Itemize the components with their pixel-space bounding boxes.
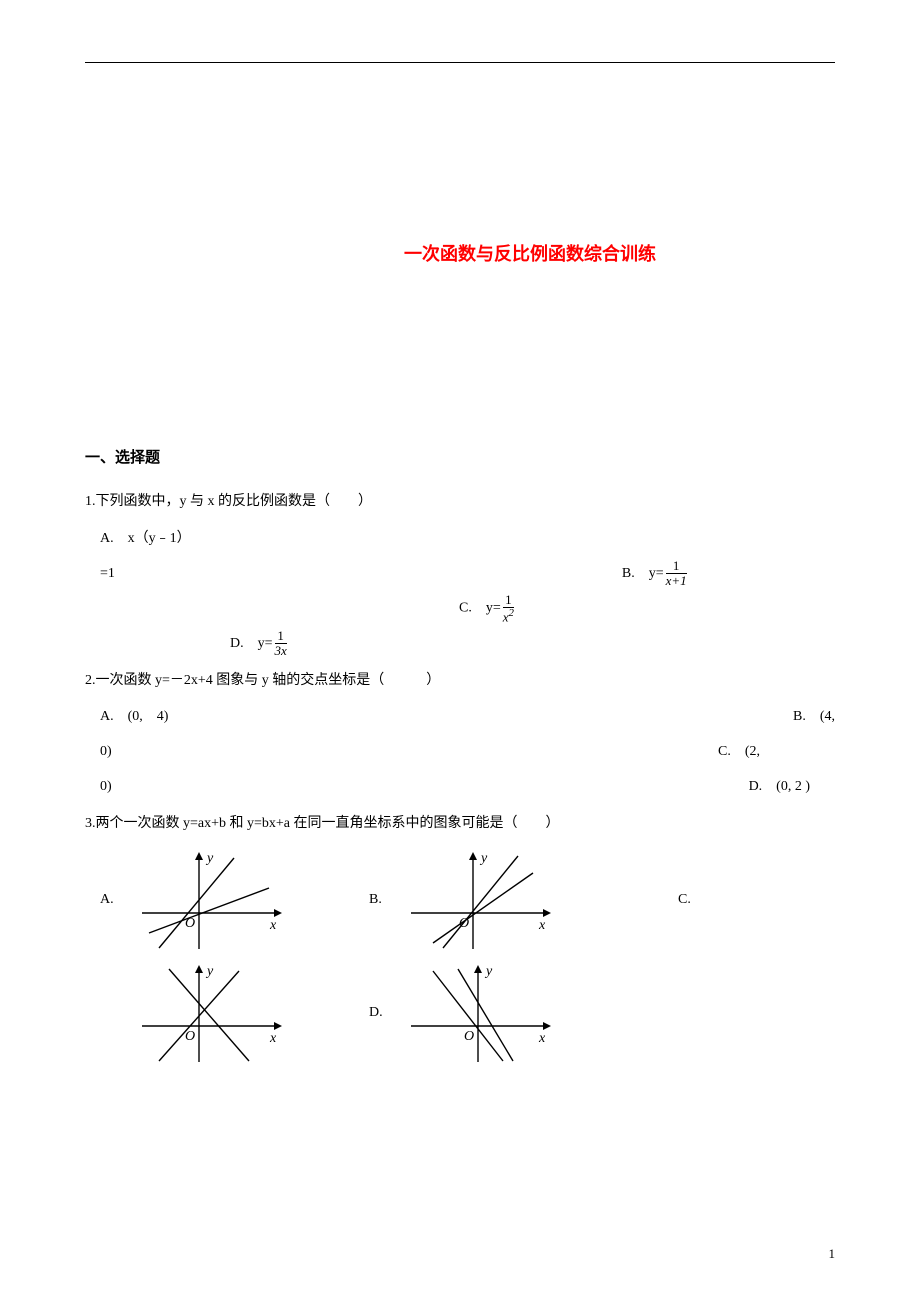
q1-option-a-b-row: =1 B. y=1x+1 <box>100 559 835 590</box>
q3-label-d: D. <box>369 1005 391 1021</box>
q2-row3: 0) D. (0, 2 ) <box>100 772 835 803</box>
q3-option-c-label-only: C. <box>678 892 712 908</box>
q1-c-den-sup: 2 <box>509 607 514 619</box>
q2-option-a: A. (0, 4) <box>100 709 168 724</box>
q3-graph-row-1: A. yxO B. yxO C. <box>100 848 835 953</box>
svg-text:x: x <box>538 918 546 933</box>
q3-option-d: D. y x O <box>369 961 553 1066</box>
q3-option-a: A. yxO <box>100 848 284 953</box>
svg-text:O: O <box>185 1029 195 1044</box>
q2-option-b: B. (4, <box>793 702 835 733</box>
doc-title: 一次函数与反比例函数综合训练 <box>85 240 835 266</box>
q1-option-b-frac: 1x+1 <box>664 559 689 587</box>
svg-text:y: y <box>205 851 214 866</box>
q1-option-d-label: D. y= <box>230 636 273 651</box>
svg-text:x: x <box>538 1031 546 1046</box>
q2-row2: 0) C. (2, <box>100 737 835 768</box>
q3-label-b: B. <box>369 892 391 908</box>
svg-text:y: y <box>479 851 488 866</box>
q3-option-c: C. yxO <box>100 961 284 1066</box>
q3-label-c: C. <box>678 892 700 908</box>
top-rule <box>85 62 835 63</box>
q1-c-num: 1 <box>503 593 514 607</box>
q1-option-a-line1: A. x（y﹣1） <box>100 524 835 555</box>
q1-stem: 1.下列函数中，y 与 x 的反比例函数是（ ） <box>85 487 835 518</box>
q1-option-d-frac: 13x <box>273 629 289 657</box>
q1-d-den: 3x <box>275 643 287 658</box>
q3-graph-b: yxO <box>403 848 553 953</box>
q1-b-num: 1 <box>666 559 687 573</box>
q3-graph-c: y x O <box>134 961 284 1066</box>
q3-stem: 3.两个一次函数 y=ax+b 和 y=bx+a 在同一直角坐标系中的图象可能是… <box>85 809 835 840</box>
q2-option-d: D. (0, 2 ) <box>749 772 835 803</box>
page-number: 1 <box>829 1246 836 1262</box>
q3-graph-a: yxO <box>134 848 284 953</box>
q1-c-den: x2 <box>503 607 514 624</box>
svg-text:O: O <box>464 1029 474 1044</box>
q1-option-a-line2: =1 <box>100 566 115 581</box>
q1-d-num: 1 <box>275 629 287 643</box>
svg-text:y: y <box>205 964 214 979</box>
q3-graph-d: y x O <box>403 961 553 1066</box>
q2-stem: 2.一次函数 y=－2x+4 图象与 y 轴的交点坐标是（ ） <box>85 666 835 697</box>
q1-b-den: x+1 <box>666 573 687 588</box>
q1-option-d: D. y=13x <box>100 629 835 660</box>
q1-option-c: C. y=1x2 <box>100 593 835 624</box>
svg-text:x: x <box>269 1031 277 1046</box>
q2-option-c: C. (2, <box>718 737 835 768</box>
section-heading: 一、选择题 <box>85 446 835 467</box>
q1-option-c-frac: 1x2 <box>501 593 516 624</box>
q3-option-b: B. yxO <box>369 848 553 953</box>
q1-option-c-label: C. y= <box>459 601 501 616</box>
q3-graph-row-2: C. yxO D. yxO <box>100 961 835 1066</box>
svg-text:y: y <box>484 964 493 979</box>
q2-option-c-line2: 0) <box>100 779 112 794</box>
svg-text:x: x <box>269 918 277 933</box>
q1-option-b-label: B. y= <box>622 566 664 581</box>
q3-label-a: A. <box>100 892 122 908</box>
page: 一次函数与反比例函数综合训练 一、选择题 1.下列函数中，y 与 x 的反比例函… <box>0 0 920 1302</box>
q2-option-b-line2: 0) <box>100 744 112 759</box>
q2-row1: A. (0, 4) B. (4, <box>100 702 835 733</box>
